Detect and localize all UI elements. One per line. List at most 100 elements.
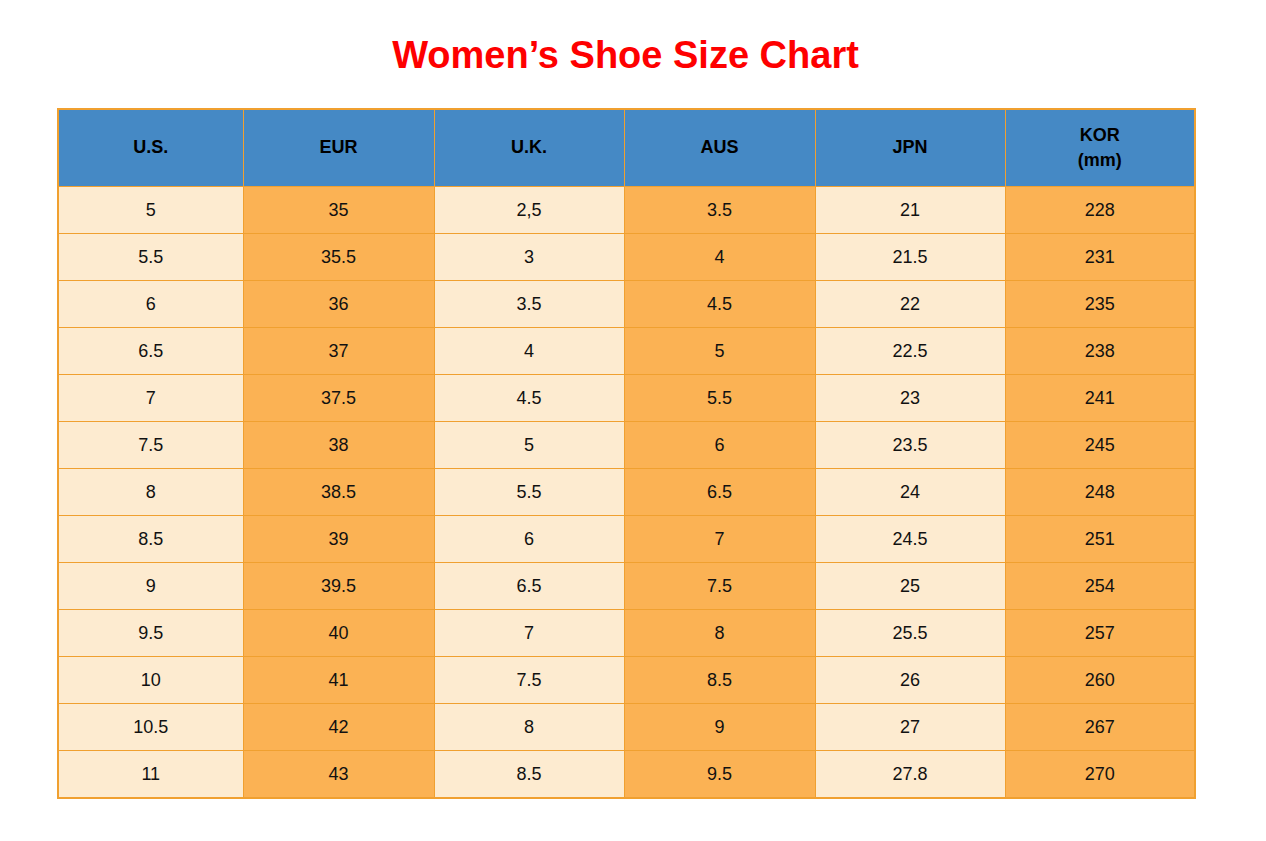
- table-header: U.S.EURU.K.AUSJPNKOR(mm): [58, 109, 1195, 187]
- cell-uk: 8.5: [434, 751, 624, 799]
- cell-us: 6: [58, 281, 243, 328]
- cell-aus: 5.5: [624, 375, 815, 422]
- cell-us: 7.5: [58, 422, 243, 469]
- table-row: 9.5407825.5257: [58, 610, 1195, 657]
- cell-kor: 235: [1005, 281, 1195, 328]
- cell-kor: 248: [1005, 469, 1195, 516]
- cell-eur: 38.5: [243, 469, 434, 516]
- cell-us: 5: [58, 187, 243, 234]
- column-header-kor: KOR(mm): [1005, 109, 1195, 187]
- cell-eur: 43: [243, 751, 434, 799]
- cell-eur: 42: [243, 704, 434, 751]
- cell-jpn: 24: [815, 469, 1005, 516]
- cell-kor: 254: [1005, 563, 1195, 610]
- column-header-eur-line: EUR: [244, 135, 434, 160]
- table-row: 10417.58.526260: [58, 657, 1195, 704]
- cell-eur: 38: [243, 422, 434, 469]
- cell-aus: 7: [624, 516, 815, 563]
- shoe-size-table: U.S.EURU.K.AUSJPNKOR(mm) 5352,53.5212285…: [57, 108, 1196, 799]
- cell-eur: 40: [243, 610, 434, 657]
- cell-kor: 257: [1005, 610, 1195, 657]
- cell-us: 9.5: [58, 610, 243, 657]
- cell-aus: 9.5: [624, 751, 815, 799]
- cell-jpn: 26: [815, 657, 1005, 704]
- cell-eur: 37.5: [243, 375, 434, 422]
- cell-aus: 8: [624, 610, 815, 657]
- table-row: 838.55.56.524248: [58, 469, 1195, 516]
- cell-uk: 7.5: [434, 657, 624, 704]
- cell-aus: 4: [624, 234, 815, 281]
- cell-aus: 3.5: [624, 187, 815, 234]
- table-row: 11438.59.527.8270: [58, 751, 1195, 799]
- cell-uk: 6: [434, 516, 624, 563]
- cell-jpn: 22: [815, 281, 1005, 328]
- cell-aus: 9: [624, 704, 815, 751]
- cell-uk: 6.5: [434, 563, 624, 610]
- cell-eur: 36: [243, 281, 434, 328]
- cell-kor: 260: [1005, 657, 1195, 704]
- page: Women’s Shoe Size Chart U.S.EURU.K.AUSJP…: [0, 0, 1266, 841]
- cell-us: 7: [58, 375, 243, 422]
- cell-uk: 3: [434, 234, 624, 281]
- column-header-us-line: U.S.: [59, 135, 243, 160]
- cell-kor: 238: [1005, 328, 1195, 375]
- cell-kor: 270: [1005, 751, 1195, 799]
- cell-jpn: 21: [815, 187, 1005, 234]
- cell-aus: 7.5: [624, 563, 815, 610]
- cell-jpn: 27: [815, 704, 1005, 751]
- cell-kor: 241: [1005, 375, 1195, 422]
- column-header-kor-line: (mm): [1006, 148, 1195, 173]
- table-row: 10.5428927267: [58, 704, 1195, 751]
- column-header-jpn: JPN: [815, 109, 1005, 187]
- table-body: 5352,53.5212285.535.53421.52316363.54.52…: [58, 187, 1195, 799]
- cell-us: 11: [58, 751, 243, 799]
- cell-us: 5.5: [58, 234, 243, 281]
- cell-uk: 4.5: [434, 375, 624, 422]
- cell-aus: 4.5: [624, 281, 815, 328]
- header-row: U.S.EURU.K.AUSJPNKOR(mm): [58, 109, 1195, 187]
- table-row: 6.5374522.5238: [58, 328, 1195, 375]
- cell-us: 6.5: [58, 328, 243, 375]
- cell-jpn: 27.8: [815, 751, 1005, 799]
- cell-uk: 5: [434, 422, 624, 469]
- table-row: 737.54.55.523241: [58, 375, 1195, 422]
- cell-eur: 35: [243, 187, 434, 234]
- column-header-aus: AUS: [624, 109, 815, 187]
- cell-us: 9: [58, 563, 243, 610]
- cell-kor: 228: [1005, 187, 1195, 234]
- cell-uk: 8: [434, 704, 624, 751]
- cell-uk: 5.5: [434, 469, 624, 516]
- cell-aus: 5: [624, 328, 815, 375]
- table-row: 939.56.57.525254: [58, 563, 1195, 610]
- column-header-jpn-line: JPN: [816, 135, 1005, 160]
- cell-aus: 6: [624, 422, 815, 469]
- column-header-kor-line: KOR: [1006, 123, 1195, 148]
- table-row: 7.5385623.5245: [58, 422, 1195, 469]
- cell-uk: 7: [434, 610, 624, 657]
- cell-jpn: 22.5: [815, 328, 1005, 375]
- cell-eur: 39.5: [243, 563, 434, 610]
- column-header-uk: U.K.: [434, 109, 624, 187]
- cell-jpn: 23: [815, 375, 1005, 422]
- cell-eur: 35.5: [243, 234, 434, 281]
- cell-uk: 3.5: [434, 281, 624, 328]
- cell-jpn: 23.5: [815, 422, 1005, 469]
- cell-jpn: 25.5: [815, 610, 1005, 657]
- cell-us: 8: [58, 469, 243, 516]
- cell-eur: 37: [243, 328, 434, 375]
- cell-jpn: 24.5: [815, 516, 1005, 563]
- column-header-aus-line: AUS: [625, 135, 815, 160]
- page-title: Women’s Shoe Size Chart: [57, 34, 1194, 77]
- cell-jpn: 21.5: [815, 234, 1005, 281]
- cell-aus: 6.5: [624, 469, 815, 516]
- cell-uk: 2,5: [434, 187, 624, 234]
- cell-us: 10: [58, 657, 243, 704]
- cell-kor: 251: [1005, 516, 1195, 563]
- table-row: 6363.54.522235: [58, 281, 1195, 328]
- cell-us: 8.5: [58, 516, 243, 563]
- cell-eur: 39: [243, 516, 434, 563]
- table-row: 5.535.53421.5231: [58, 234, 1195, 281]
- cell-us: 10.5: [58, 704, 243, 751]
- column-header-us: U.S.: [58, 109, 243, 187]
- cell-aus: 8.5: [624, 657, 815, 704]
